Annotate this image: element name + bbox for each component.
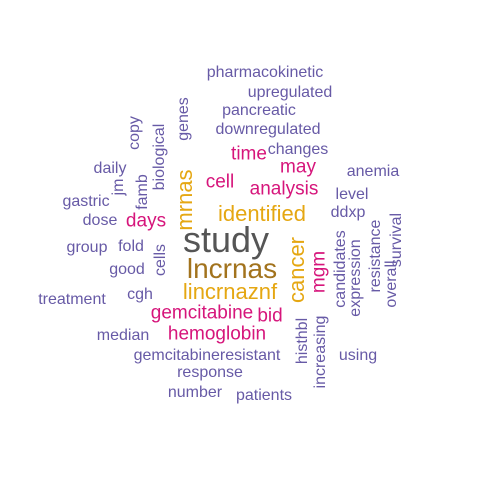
word-treatment: treatment [38,291,106,308]
word-famb: famb [134,174,151,210]
word-mgm: mgm [308,250,330,294]
word-bid: bid [257,305,283,327]
word-copy: copy [126,116,143,150]
word-pancreatic: pancreatic [222,102,296,119]
word-downregulated: downregulated [215,121,321,138]
word-analysis: analysis [249,178,319,200]
word-median: median [96,327,150,344]
word-study: study [182,219,270,260]
word-lincrnaznf: lincrnaznf [182,279,278,304]
word-daily: daily [93,160,127,177]
word-changes: changes [267,141,329,158]
word-may: may [280,156,316,178]
word-number: number [167,384,223,401]
word-expression: expression [347,239,364,317]
word-survival: survival [388,212,405,268]
word-days: days [125,210,167,232]
word-cell: cell [205,171,235,193]
word-pharmacokinetic: pharmacokinetic [206,64,324,81]
word-resistance: resistance [367,219,384,293]
word-level: level [335,186,369,203]
word-patients: patients [235,387,293,404]
word-ddxp: ddxp [330,204,366,221]
word-biological: biological [151,123,168,191]
word-using: using [338,347,378,364]
word-genes: genes [175,97,192,141]
word-cells: cells [152,243,169,277]
word-dose: dose [82,212,118,229]
word-cancer: cancer [284,236,309,304]
word-cgh: cgh [127,286,153,303]
word-gastric: gastric [62,193,110,210]
word-upregulated: upregulated [247,84,333,101]
word-good: good [109,261,145,278]
word-overall: overall [383,260,400,308]
word-jm: jm [110,178,127,196]
word-increasing: increasing [312,315,329,389]
word-gemcitabineresistant: gemcitabineresistant [133,347,281,364]
word-fold: fold [118,238,144,255]
word-hemoglobin: hemoglobin [167,323,267,345]
word-group: group [66,239,108,256]
word-lncrnas: lncrnas [186,253,278,284]
word-time: time [231,143,267,165]
word-gemcitabine: gemcitabine [150,302,254,324]
word-histhbl: histhbl [294,317,311,365]
word-response: response [177,364,243,381]
word-anemia: anemia [346,163,400,180]
word-identified: identified [217,201,307,226]
